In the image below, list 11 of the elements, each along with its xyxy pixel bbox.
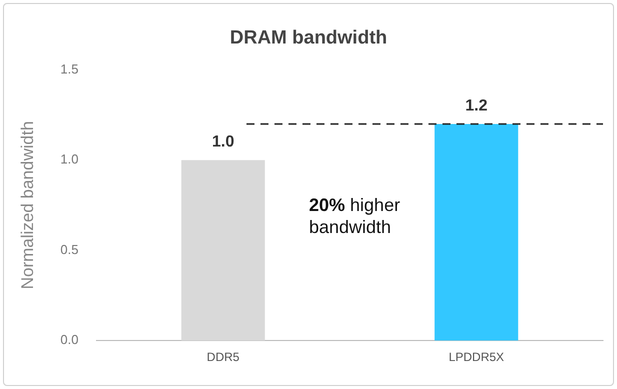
y-tick-label: 0.5 [60, 242, 78, 257]
annotation: 20% higher bandwidth [309, 194, 402, 238]
x-tick-label: LPDDR5X [448, 350, 504, 364]
chart-title: DRAM bandwidth [230, 28, 388, 49]
y-tick-label: 1.0 [60, 152, 78, 167]
x-tick-label: DDR5 [206, 350, 240, 364]
data-label: 1.0 [212, 133, 234, 150]
y-tick-label: 0.0 [60, 332, 78, 348]
y-axis-title: Normalized bandwidth [18, 121, 37, 290]
data-label: 1.2 [465, 97, 488, 114]
y-tick-label: 1.5 [60, 61, 78, 76]
